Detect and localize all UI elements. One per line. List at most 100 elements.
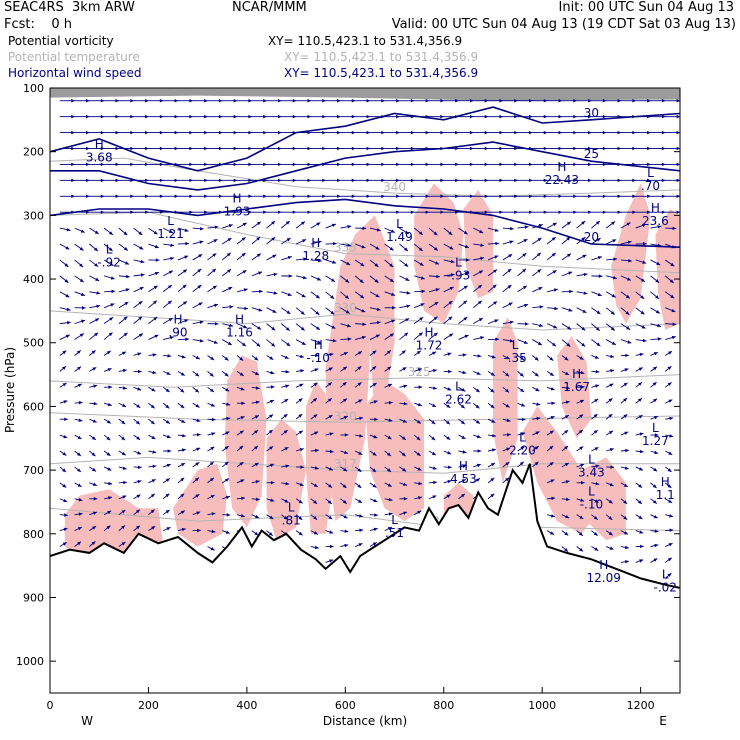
wind-vector-head — [298, 531, 303, 536]
extremum-label: H1.28 — [302, 236, 329, 263]
wind-vector-head — [212, 285, 217, 290]
extremum-label: H23.6 — [642, 201, 669, 228]
wind-vector-head — [588, 210, 592, 214]
field-label-wind: Horizontal wind speed — [8, 66, 142, 80]
wind-vector-head — [653, 467, 658, 472]
wind-vector-head — [77, 366, 82, 371]
wind-vector-head — [624, 368, 629, 372]
wind-vector-head — [627, 340, 632, 344]
wind-vector-head — [241, 237, 246, 241]
wind-vector-head — [322, 210, 326, 214]
wind-vector-head — [478, 318, 483, 322]
wind-vector-head — [661, 178, 666, 183]
wind-vector-head — [71, 178, 75, 183]
wind-vector-head — [268, 532, 273, 536]
wind-vector-head — [79, 333, 84, 337]
wind-vector-head — [640, 544, 644, 549]
wind-vector-head — [185, 337, 189, 341]
wind-vector-head — [420, 276, 425, 280]
wind-vector-head — [307, 162, 312, 167]
extremum-kind: L — [519, 430, 526, 444]
wind-vector-head — [647, 194, 651, 199]
wind-vector-head — [153, 285, 158, 290]
wind-vector-head — [455, 114, 459, 119]
wind-vector-head — [579, 547, 584, 552]
extremum-kind: L — [588, 453, 595, 467]
theta-contour-label: 330 — [334, 301, 357, 315]
wind-vector-head — [595, 369, 600, 374]
wind-vector-head — [455, 146, 459, 151]
wind-vector-head — [610, 369, 615, 373]
extremum-kind: H — [599, 558, 608, 572]
wind-vector-head — [594, 355, 599, 359]
wind-vector-head — [484, 114, 489, 119]
wind-vector-head — [256, 221, 261, 226]
wind-vector-head — [210, 403, 215, 407]
wind-vector-head — [431, 451, 436, 456]
wind-vector-head — [381, 114, 385, 119]
wind-vector-head — [199, 227, 204, 231]
wind-vector-head — [254, 356, 259, 361]
wind-vector-head — [640, 310, 645, 315]
wind-vector-head — [233, 114, 238, 119]
wind-vector-head — [537, 269, 542, 273]
wind-vector-head — [543, 162, 548, 167]
wind-vector-head — [64, 417, 68, 422]
wind-vector-head — [211, 529, 216, 534]
wind-speed-contour — [50, 106, 680, 172]
wind-vector-head — [381, 130, 385, 135]
wind-vector-head — [396, 178, 400, 183]
wind-vector-head — [610, 311, 615, 315]
wind-vector-head — [168, 318, 173, 322]
wind-vector-head — [307, 178, 312, 183]
wind-vector-head — [277, 178, 282, 183]
wind-vector-head — [543, 194, 548, 199]
wind-vector-head — [86, 146, 90, 151]
extremum-label: L-.93 — [447, 255, 470, 282]
wind-vector-head — [307, 210, 312, 214]
wind-vector-head — [110, 303, 115, 307]
extremum-label: L1.27 — [642, 421, 669, 448]
wind-vector-head — [610, 326, 615, 331]
wind-vector-head — [328, 515, 333, 520]
wind-vector-head — [523, 340, 528, 344]
wind-vector-head — [269, 414, 274, 419]
wind-vector-head — [580, 399, 585, 404]
wind-vector-head — [410, 146, 415, 151]
wind-vector-head — [396, 162, 400, 167]
wind-vector-head — [432, 403, 437, 407]
wind-vector-head — [392, 306, 396, 310]
wind-vector-head — [286, 238, 291, 242]
wind-vector-head — [373, 400, 378, 404]
wind-vector-head — [524, 303, 529, 308]
wind-vector-head — [254, 445, 259, 450]
wind-vector-head — [307, 98, 312, 103]
wind-vector-head — [551, 401, 556, 405]
wind-vector-head — [277, 114, 282, 119]
wind-vector-head — [593, 516, 598, 520]
wind-vector-head — [92, 511, 97, 515]
wind-vector-head — [197, 268, 202, 273]
wind-vector-head — [445, 420, 450, 425]
wind-vector-head — [381, 194, 385, 199]
extremum-label: L1.49 — [386, 217, 413, 244]
wind-vector-head — [307, 130, 312, 135]
wind-vector-head — [558, 98, 563, 103]
wind-vector-head — [602, 162, 607, 167]
wind-vector-head — [345, 279, 350, 283]
wind-vector-head — [463, 285, 468, 290]
wind-vector-head — [227, 341, 232, 346]
wind-vector-head — [520, 356, 525, 361]
wind-vector-head — [491, 419, 496, 423]
wind-vector-head — [92, 419, 97, 423]
wind-vector-head — [197, 528, 201, 533]
wind-vector-head — [432, 466, 437, 470]
extremum-kind: L — [512, 338, 519, 352]
wind-vector-head — [174, 130, 179, 135]
wind-vector-head — [667, 468, 672, 472]
wind-vector-head — [366, 114, 371, 119]
wind-vector-head — [195, 404, 200, 408]
wind-vector-head — [218, 114, 223, 119]
wind-vector-head — [528, 210, 533, 214]
wind-vector-head — [189, 114, 193, 119]
